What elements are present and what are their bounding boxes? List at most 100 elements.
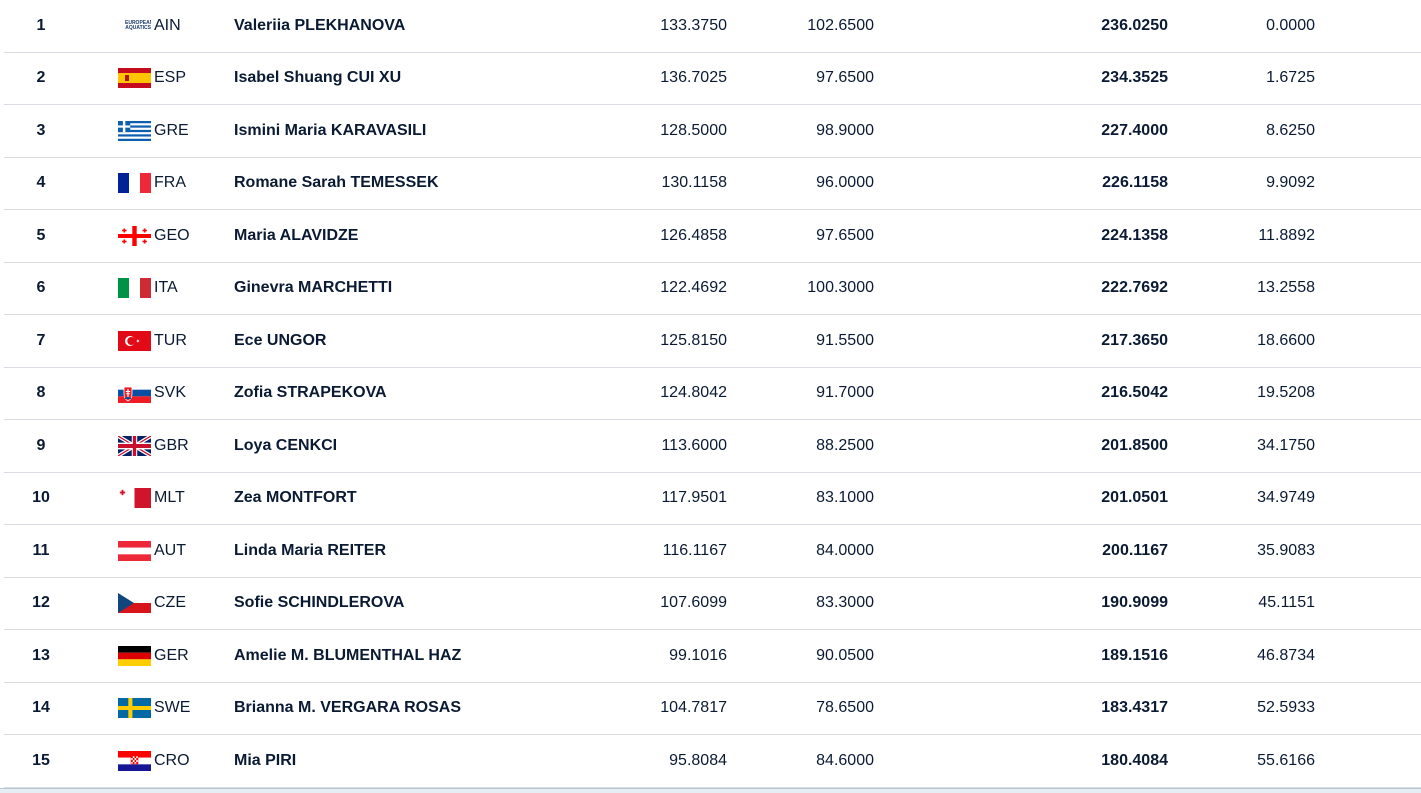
table-row[interactable]: 10 MLT Zea MONTFORT 117.9501 83.1000 201.0501… — [4, 473, 1421, 525]
nationality: MLT — [118, 473, 218, 525]
table-row[interactable]: 7 TUR Ece UNGOR 125.8150 91.5500 217.3650 18.6… — [4, 315, 1421, 368]
athlete-name[interactable]: Zea MONTFORT — [234, 489, 357, 507]
country-code: FRA — [154, 174, 186, 192]
total-score: 183.4317 — [1101, 699, 1168, 717]
athlete-name[interactable]: Ginevra MARCHETTI — [234, 279, 393, 297]
total-score: 201.0501 — [1101, 489, 1168, 507]
score-2: 91.7000 — [816, 384, 874, 402]
score-2: 96.0000 — [816, 174, 874, 192]
score-2: 100.3000 — [807, 279, 874, 297]
table-row[interactable]: 9 GBR Loya CENKCI 113.6000 88.2500 201.8500 34… — [4, 420, 1421, 473]
rank: 9 — [36, 436, 46, 454]
score-1: 113.6000 — [661, 436, 727, 454]
nationality: SVK — [118, 368, 218, 420]
table-row[interactable]: 1 EUROPEAN AQUATICS AIN Valeriia PLEKHANOVA… — [4, 0, 1421, 53]
total-score: 216.5042 — [1101, 384, 1168, 402]
country-code: SVK — [154, 384, 187, 402]
points-behind: 35.9083 — [1257, 541, 1315, 559]
score-1: 133.3750 — [660, 16, 727, 34]
score-2: 97.6500 — [816, 69, 874, 87]
points-behind: 8.6250 — [1266, 121, 1315, 139]
rank: 14 — [32, 699, 50, 717]
points-behind: 18.6600 — [1257, 331, 1315, 349]
athlete-name[interactable]: Brianna M. VERGARA ROSAS — [234, 699, 461, 717]
points-behind: 9.9092 — [1266, 174, 1315, 192]
score-1: 136.7025 — [660, 69, 727, 87]
flag-cze-icon — [118, 593, 151, 614]
athlete-name[interactable]: Maria ALAVIDZE — [234, 226, 359, 244]
flag-svk-icon — [118, 383, 151, 404]
total-score: 190.9099 — [1101, 594, 1168, 612]
rank: 1 — [36, 16, 46, 34]
rank: 12 — [32, 594, 50, 612]
scrollbar-track[interactable] — [0, 788, 1421, 793]
total-score: 180.4084 — [1101, 751, 1168, 769]
nationality: AUT — [118, 525, 218, 577]
score-1: 99.1016 — [669, 646, 727, 664]
rank: 8 — [36, 384, 46, 402]
score-1: 125.8150 — [660, 331, 727, 349]
country-code: GER — [154, 646, 189, 664]
table-row[interactable]: 12 CZE Sofie SCHINDLEROVA 107.6099 83.3000 19… — [4, 578, 1421, 630]
score-1: 124.8042 — [660, 384, 727, 402]
score-1: 126.4858 — [660, 226, 727, 244]
points-behind: 0.0000 — [1266, 16, 1315, 34]
score-1: 117.9501 — [661, 489, 727, 507]
score-2: 84.6000 — [816, 751, 874, 769]
rank: 10 — [32, 489, 50, 507]
table-row[interactable]: 11 AUT Linda Maria REITER 116.1167 84.0000 20… — [4, 525, 1421, 578]
total-score: 222.7692 — [1101, 279, 1168, 297]
points-behind: 45.1151 — [1258, 594, 1315, 612]
athlete-name[interactable]: Loya CENKCI — [234, 436, 338, 454]
table-row[interactable]: 2 ESP Isabel Shuang CUI XU 136.7025 97.6500 2… — [4, 53, 1421, 105]
country-code: GBR — [154, 436, 189, 454]
nationality: ITA — [118, 263, 218, 315]
total-score: 201.8500 — [1101, 436, 1168, 454]
table-row[interactable]: 4 FRA Romane Sarah TEMESSEK 130.1158 96.0000… — [4, 158, 1421, 210]
athlete-name[interactable]: Ismini Maria KARAVASILI — [234, 121, 427, 139]
table-row[interactable]: 13 GER Amelie M. BLUMENTHAL HAZ 99.1016 90.0… — [4, 630, 1421, 683]
nationality: SWE — [118, 683, 218, 735]
athlete-name[interactable]: Romane Sarah TEMESSEK — [234, 174, 439, 192]
table-row[interactable]: 14 SWE Brianna M. VERGARA ROSAS 104.7817 78.… — [4, 683, 1421, 735]
athlete-name[interactable]: Valeriia PLEKHANOVA — [234, 16, 406, 34]
flag-mlt-icon — [118, 488, 151, 509]
table-row[interactable]: 15 CRO Mia PIRI 95.8084 84.6000 180.4084 55.61… — [4, 735, 1421, 788]
athlete-name[interactable]: Zofia STRAPEKOVA — [234, 384, 387, 402]
score-1: 116.1167 — [662, 541, 727, 559]
rank: 6 — [36, 279, 46, 297]
rank: 11 — [32, 541, 50, 559]
nationality: CRO — [118, 735, 218, 787]
athlete-name[interactable]: Sofie SCHINDLEROVA — [234, 594, 405, 612]
table-row[interactable]: 8 SVK Zofia STRAPEKOVA 124.8042 91.7000 216.5… — [4, 368, 1421, 420]
country-code: ITA — [154, 279, 178, 297]
total-score: 224.1358 — [1101, 226, 1168, 244]
ain-logo-icon: EUROPEAN AQUATICS — [118, 16, 151, 36]
score-2: 98.9000 — [816, 121, 874, 139]
rank: 4 — [36, 174, 46, 192]
athlete-name[interactable]: Isabel Shuang CUI XU — [234, 69, 402, 87]
table-row[interactable]: 5 GEO Maria ALAVIDZE 126.4858 97.6500 224.135… — [4, 210, 1421, 263]
country-code: GEO — [154, 226, 190, 244]
athlete-name[interactable]: Amelie M. BLUMENTHAL HAZ — [234, 646, 462, 664]
athlete-name[interactable]: Ece UNGOR — [234, 331, 327, 349]
score-1: 122.4692 — [660, 279, 727, 297]
nationality: TUR — [118, 315, 218, 367]
athlete-name[interactable]: Linda Maria REITER — [234, 541, 387, 559]
points-behind: 46.8734 — [1257, 646, 1315, 664]
flag-cro-icon — [118, 750, 151, 771]
nationality: GRE — [118, 105, 218, 157]
table-row[interactable]: 6 ITA Ginevra MARCHETTI 122.4692 100.3000 222… — [4, 263, 1421, 315]
table-row[interactable]: 3 GRE Ismini Maria KARAVASILI 128.5000 98.90… — [4, 105, 1421, 158]
country-code: TUR — [154, 331, 187, 349]
total-score: 227.4000 — [1101, 121, 1168, 139]
country-code: MLT — [154, 489, 185, 507]
country-code: AIN — [154, 16, 181, 34]
rank: 2 — [36, 69, 46, 87]
flag-esp-icon — [118, 68, 151, 89]
athlete-name[interactable]: Mia PIRI — [234, 751, 297, 769]
country-code: SWE — [154, 699, 191, 717]
score-2: 102.6500 — [807, 16, 874, 34]
flag-ita-icon — [118, 278, 151, 299]
flag-geo-icon — [118, 225, 151, 246]
